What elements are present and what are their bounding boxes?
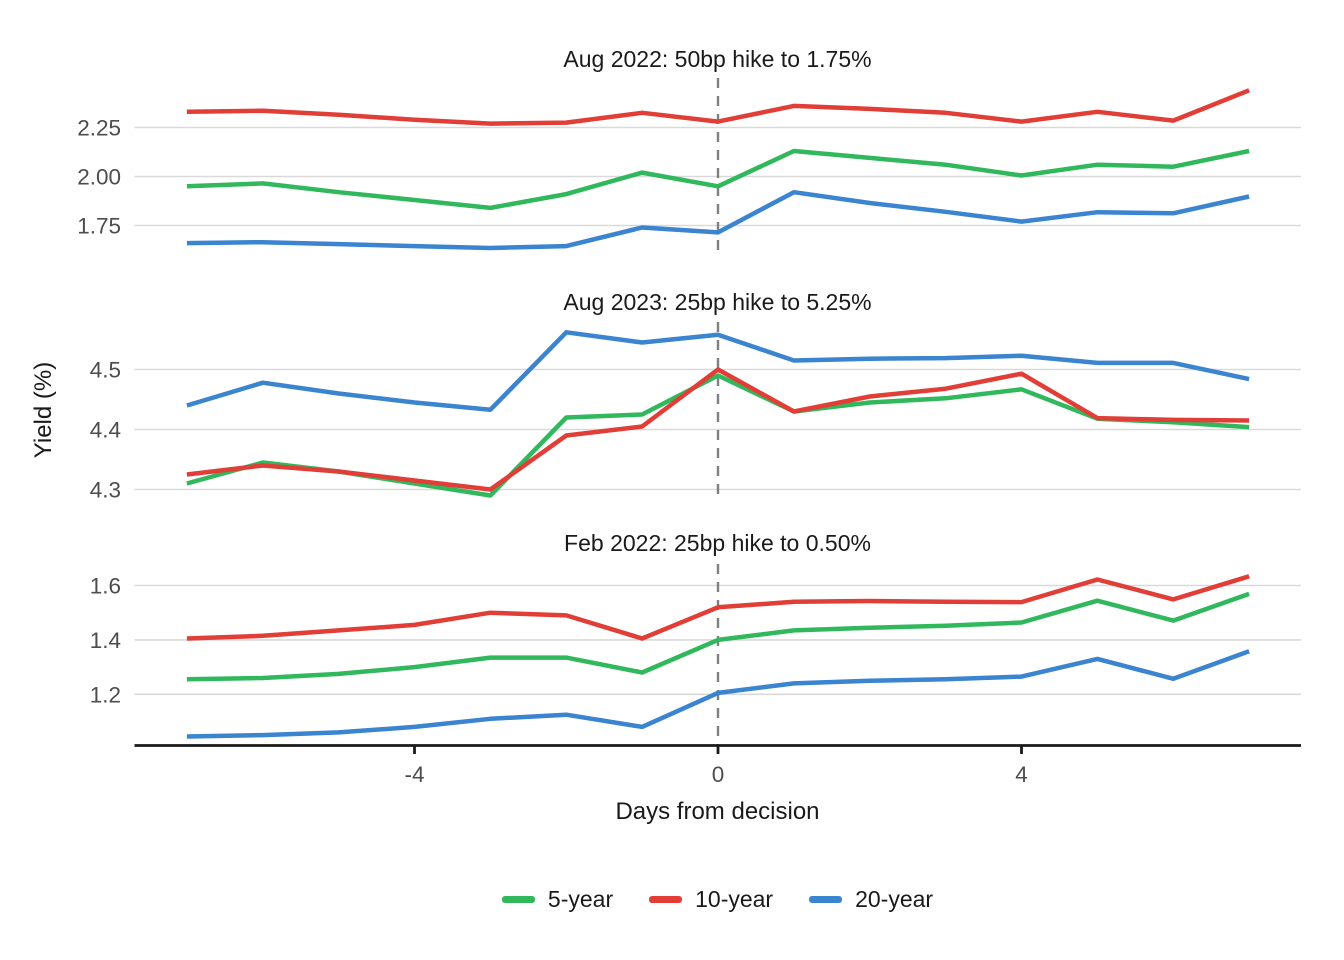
series-line-10-year <box>186 88 1250 126</box>
series-line-5-year <box>186 148 1250 211</box>
x-tick-label: 4 <box>1015 762 1028 787</box>
y-tick-label: 2.25 <box>77 116 121 141</box>
legend-label: 5-year <box>547 885 614 912</box>
legend-key-20-year-icon <box>809 895 843 903</box>
x-axis-title: Days from decision <box>615 798 820 825</box>
panel-title-feb-2022: Feb 2022: 25bp hike to 0.50% <box>564 530 871 556</box>
panel-title-aug-2022: Aug 2022: 50bp hike to 1.75% <box>563 46 872 72</box>
y-tick-label: 1.2 <box>90 682 121 707</box>
legend-item-10-year: 10-year <box>649 886 773 913</box>
y-tick-label: 1.4 <box>90 628 121 653</box>
x-tick-label: 0 <box>712 762 725 787</box>
legend-key-5-year-icon <box>501 895 535 903</box>
legend-item-20-year: 20-year <box>809 886 933 913</box>
y-tick-label: 1.75 <box>77 214 121 239</box>
y-tick-label: 4.3 <box>90 478 121 503</box>
series-line-20-year <box>186 189 1250 251</box>
series-line-10-year <box>186 367 1250 492</box>
legend-label: 20-year <box>855 885 934 912</box>
y-axis-title: Yield (%) <box>30 361 57 459</box>
series-line-20-year <box>186 330 1250 412</box>
y-tick-label: 4.5 <box>90 358 121 383</box>
series-line-5-year <box>186 591 1250 682</box>
legend: 5-year 10-year 20-year <box>134 882 1301 916</box>
panel-title-aug-2023: Aug 2023: 25bp hike to 5.25% <box>563 289 872 315</box>
legend-key-10-year-icon <box>649 895 683 903</box>
legend-item-5-year: 5-year <box>501 885 614 913</box>
y-tick-label: 2.00 <box>77 165 121 190</box>
series-line-10-year <box>186 574 1250 641</box>
y-tick-label: 4.4 <box>90 418 121 443</box>
y-tick-label: 1.6 <box>90 574 121 599</box>
x-tick-label: -4 <box>404 762 424 787</box>
series-line-20-year <box>186 649 1250 739</box>
legend-label: 10-year <box>695 885 774 912</box>
